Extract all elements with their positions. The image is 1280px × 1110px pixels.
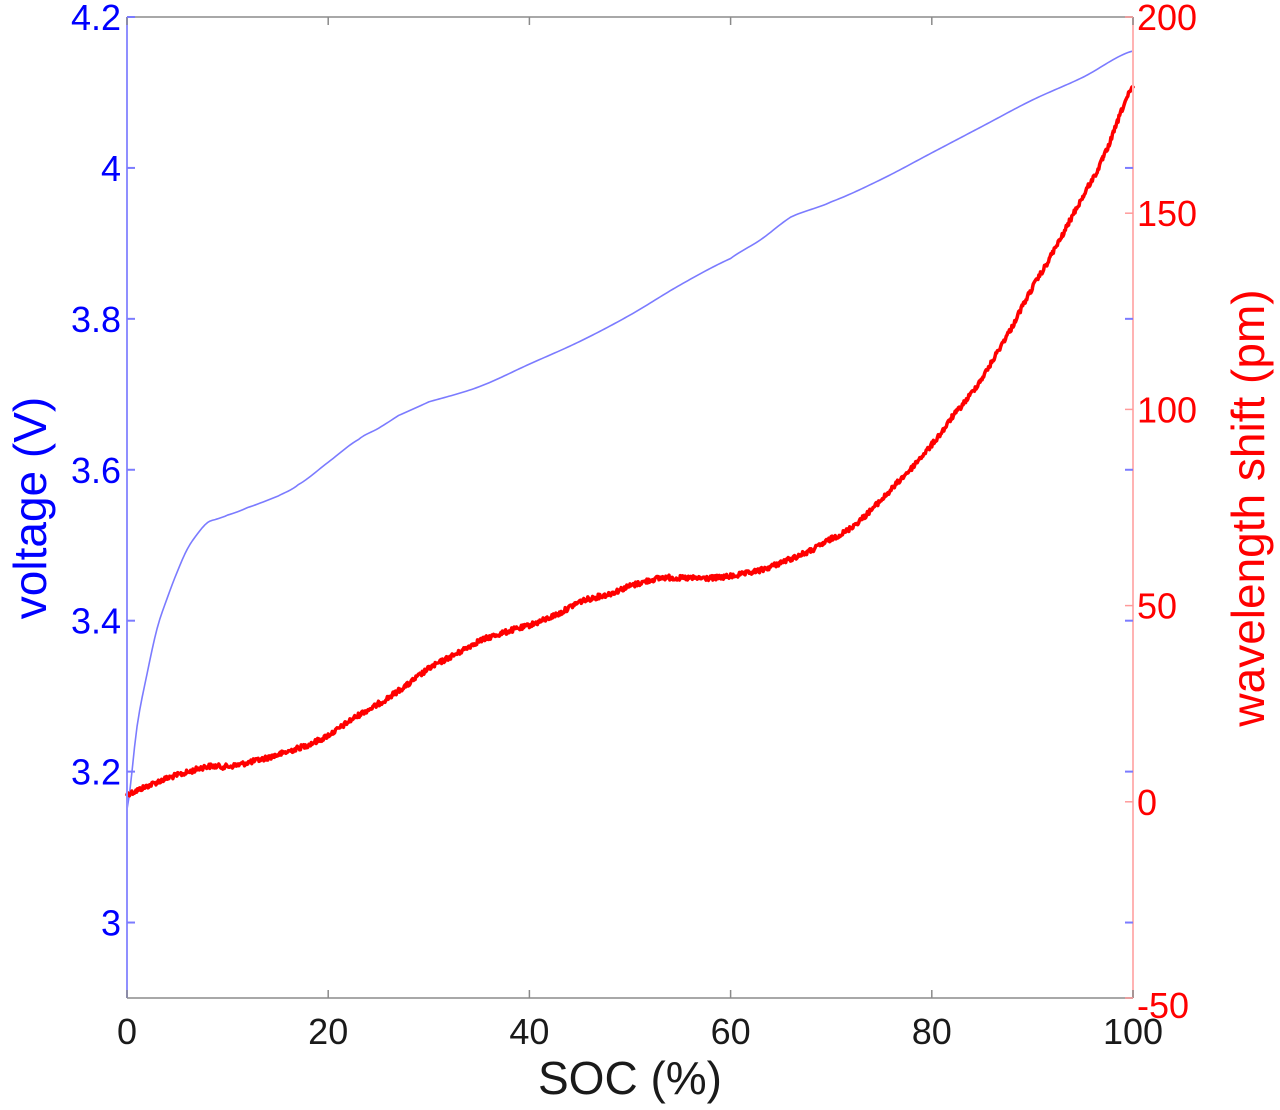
right-axis-label: wavelength shift (pm) — [1222, 289, 1274, 727]
left-tick-label: 3.8 — [71, 299, 121, 340]
x-axis-label: SOC (%) — [538, 1052, 722, 1104]
x-tick-label: 100 — [1103, 1011, 1163, 1052]
right-tick-label: 0 — [1137, 782, 1157, 823]
x-tick-label: 0 — [117, 1011, 137, 1052]
right-tick-label: 50 — [1137, 586, 1177, 627]
left-axis-ticks: 3 3.2 3.4 3.6 3.8 4 4.2 — [71, 0, 1133, 944]
x-axis-ticks: 0 20 40 60 80 100 — [117, 17, 1163, 1052]
voltage-series-line — [126, 50, 1134, 811]
right-tick-label: 100 — [1137, 389, 1197, 430]
left-tick-label: 3.4 — [71, 601, 121, 642]
left-tick-label: 4 — [101, 148, 121, 189]
x-tick-label: 40 — [509, 1011, 549, 1052]
left-tick-label: 3 — [101, 903, 121, 944]
right-axis-ticks: -50 0 50 100 150 200 — [1125, 0, 1197, 1026]
left-tick-label: 4.2 — [71, 0, 121, 38]
left-axis-label: voltage (V) — [4, 397, 56, 619]
plot-area — [125, 50, 1135, 811]
wavelength-shift-series-line — [125, 84, 1135, 798]
left-tick-label: 3.2 — [71, 752, 121, 793]
x-tick-label: 20 — [308, 1011, 348, 1052]
x-tick-label: 80 — [912, 1011, 952, 1052]
axes-frame — [126, 16, 1134, 999]
x-tick-label: 60 — [711, 1011, 751, 1052]
right-tick-label: 150 — [1137, 193, 1197, 234]
right-tick-label: -50 — [1137, 985, 1189, 1026]
left-tick-label: 3.6 — [71, 450, 121, 491]
right-tick-label: 200 — [1137, 0, 1197, 38]
